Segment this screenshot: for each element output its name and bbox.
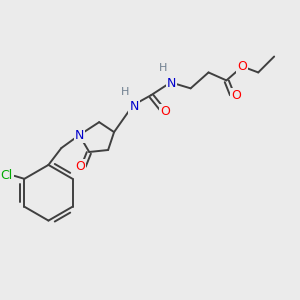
- Text: N: N: [129, 100, 139, 113]
- Text: H: H: [121, 87, 129, 97]
- Text: Cl: Cl: [0, 169, 13, 182]
- Text: O: O: [237, 60, 247, 73]
- Text: O: O: [231, 89, 241, 102]
- Text: N: N: [167, 77, 176, 90]
- Text: H: H: [159, 64, 167, 74]
- Text: O: O: [160, 105, 170, 118]
- Text: N: N: [75, 129, 84, 142]
- Text: O: O: [75, 160, 85, 173]
